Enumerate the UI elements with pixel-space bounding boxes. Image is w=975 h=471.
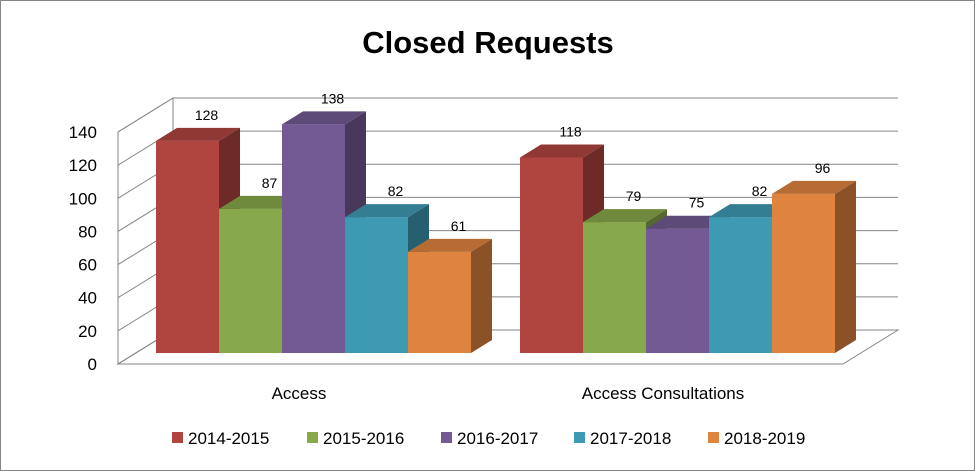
legend-swatch [307, 432, 318, 443]
legend-label: 2014-2015 [188, 429, 269, 448]
data-label: 82 [752, 183, 768, 199]
legend-label: 2016-2017 [457, 429, 538, 448]
legend-item: 2014-2015 [172, 429, 269, 448]
bar-front [219, 208, 282, 353]
y-axis-ticks: 0 20 40 60 80 100 120 140 [69, 123, 97, 374]
x-axis-categories: Access Access Consultations [272, 384, 745, 403]
data-label: 82 [388, 183, 404, 199]
legend-item: 2017-2018 [574, 429, 671, 448]
x-category-label: Access [272, 384, 327, 403]
bar-top [345, 204, 429, 218]
y-tick-label: 120 [69, 156, 97, 175]
bar-front [709, 217, 772, 353]
legend-swatch [441, 432, 452, 443]
y-tick-label: 80 [78, 222, 97, 241]
y-tick-label: 140 [69, 123, 97, 142]
bar-side [471, 238, 492, 353]
bar-2018-2019-access [408, 238, 492, 353]
y-tick-label: 40 [78, 289, 97, 308]
data-label: 118 [559, 123, 582, 139]
legend-item: 2016-2017 [441, 429, 538, 448]
bar-top [408, 238, 492, 252]
data-label: 96 [815, 160, 831, 176]
legend-item: 2018-2019 [708, 429, 805, 448]
legend-label: 2015-2016 [323, 429, 404, 448]
bar-front [772, 193, 835, 353]
bar-top [772, 180, 856, 194]
bar-front [646, 228, 709, 353]
chart-title: Closed Requests [362, 25, 614, 60]
x-category-label: Access Consultations [582, 384, 745, 403]
data-label: 138 [321, 90, 345, 106]
legend-swatch [172, 432, 183, 443]
bar-front [345, 217, 408, 353]
data-label: 87 [262, 175, 278, 191]
data-label: 75 [689, 195, 705, 211]
bar-front [282, 124, 345, 353]
y-tick-label: 100 [69, 189, 97, 208]
bar-2018-2019-access-consultations [772, 180, 856, 353]
bar-side [835, 180, 856, 353]
bar-front [520, 157, 583, 353]
gridline [117, 97, 898, 133]
bar-top [156, 127, 240, 141]
bar-top [583, 209, 667, 223]
legend-swatch [708, 432, 719, 443]
bar-front [583, 222, 646, 353]
legend-item: 2015-2016 [307, 429, 404, 448]
data-labels: 128 87 138 82 61 118 79 75 82 96 [195, 90, 831, 234]
data-label: 128 [195, 107, 219, 123]
bars [156, 111, 856, 353]
y-tick-label: 20 [78, 322, 97, 341]
y-tick-label: 0 [88, 355, 97, 374]
y-tick-label: 60 [78, 256, 97, 275]
data-label: 79 [626, 188, 642, 204]
legend-label: 2017-2018 [590, 429, 671, 448]
bar-front [156, 140, 219, 353]
bar-front [408, 251, 471, 353]
legend: 2014-2015 2015-2016 2016-2017 2017-2018 2018… [172, 429, 805, 448]
legend-swatch [574, 432, 585, 443]
bar-top [282, 111, 366, 125]
legend-label: 2018-2019 [724, 429, 805, 448]
data-label: 61 [451, 218, 467, 234]
bar-top [520, 144, 604, 158]
